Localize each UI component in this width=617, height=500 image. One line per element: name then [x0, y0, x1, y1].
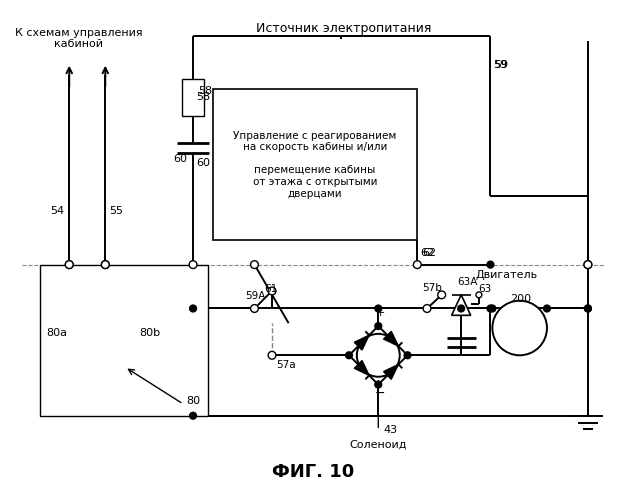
- Circle shape: [458, 305, 465, 312]
- Polygon shape: [452, 295, 471, 316]
- Polygon shape: [384, 364, 399, 380]
- Circle shape: [346, 352, 352, 358]
- Text: 55: 55: [109, 206, 123, 216]
- Text: Управление с реагированием
на скорость кабины и/или

перемещение кабины
от этажа: Управление с реагированием на скорость к…: [233, 130, 397, 198]
- Circle shape: [65, 260, 73, 268]
- Circle shape: [437, 291, 445, 298]
- Text: 57b: 57b: [422, 283, 442, 293]
- Text: Источник электропитания: Источник электропитания: [257, 22, 432, 35]
- Polygon shape: [354, 335, 369, 350]
- Circle shape: [404, 352, 411, 358]
- Polygon shape: [354, 360, 369, 376]
- Text: ФИГ. 10: ФИГ. 10: [272, 464, 354, 481]
- Text: 80a: 80a: [46, 328, 67, 338]
- Circle shape: [584, 305, 591, 312]
- Text: 43: 43: [383, 426, 397, 436]
- Circle shape: [251, 304, 259, 312]
- Circle shape: [101, 260, 109, 268]
- Text: 63A: 63A: [457, 278, 478, 287]
- Text: Двигатель: Двигатель: [476, 270, 538, 280]
- Text: 200: 200: [510, 294, 531, 304]
- Circle shape: [489, 305, 496, 312]
- Circle shape: [189, 412, 196, 419]
- Circle shape: [492, 300, 547, 356]
- Circle shape: [101, 260, 109, 268]
- Text: 62: 62: [420, 248, 434, 258]
- Text: 80b: 80b: [139, 328, 160, 338]
- Text: +: +: [376, 308, 385, 318]
- Text: К схемам управления
кабиной: К схемам управления кабиной: [15, 28, 143, 50]
- Circle shape: [268, 352, 276, 359]
- Text: 54: 54: [50, 206, 64, 216]
- Text: 60: 60: [173, 154, 188, 164]
- Circle shape: [375, 381, 382, 388]
- Text: 59A: 59A: [245, 291, 265, 301]
- Circle shape: [423, 304, 431, 312]
- Text: 61: 61: [264, 284, 278, 294]
- Text: 60: 60: [196, 158, 210, 168]
- Text: 59: 59: [494, 60, 507, 70]
- Text: 59: 59: [494, 60, 508, 70]
- Circle shape: [584, 305, 591, 312]
- Bar: [40, 264, 208, 416]
- Circle shape: [268, 287, 276, 295]
- Circle shape: [584, 260, 592, 268]
- Circle shape: [476, 292, 482, 298]
- Text: 58: 58: [198, 86, 212, 96]
- Circle shape: [457, 304, 465, 312]
- Text: 58: 58: [196, 92, 210, 102]
- Text: 62: 62: [422, 248, 436, 258]
- Text: 57a: 57a: [276, 360, 296, 370]
- Bar: [183, 80, 204, 116]
- Circle shape: [251, 260, 259, 268]
- Circle shape: [487, 261, 494, 268]
- Text: 80: 80: [186, 396, 201, 406]
- Text: −: −: [375, 386, 386, 400]
- Polygon shape: [384, 332, 399, 346]
- Circle shape: [584, 260, 592, 268]
- Circle shape: [375, 322, 382, 330]
- Circle shape: [65, 260, 73, 268]
- Circle shape: [189, 305, 196, 312]
- Circle shape: [544, 305, 550, 312]
- Circle shape: [375, 305, 382, 312]
- Text: 63: 63: [479, 284, 492, 294]
- Circle shape: [487, 305, 494, 312]
- Circle shape: [413, 260, 421, 268]
- Circle shape: [189, 260, 197, 268]
- Text: Соленоид: Соленоид: [350, 440, 407, 450]
- Circle shape: [357, 334, 400, 376]
- Bar: [212, 89, 417, 240]
